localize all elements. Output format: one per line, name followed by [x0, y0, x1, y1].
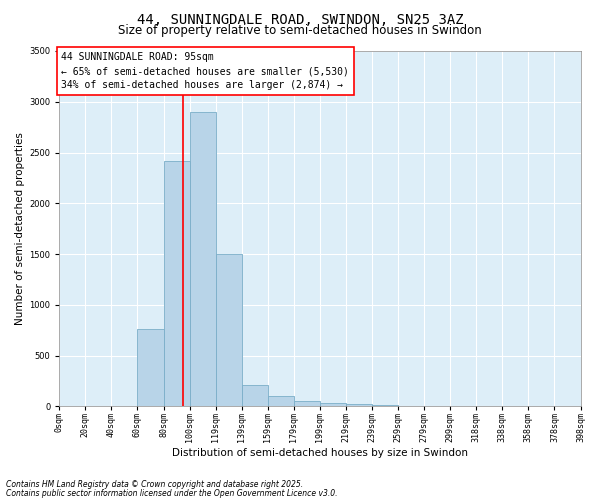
Bar	[346, 404, 372, 406]
Text: Contains HM Land Registry data © Crown copyright and database right 2025.: Contains HM Land Registry data © Crown c…	[6, 480, 303, 489]
Bar	[190, 112, 215, 406]
Bar	[215, 254, 242, 406]
Y-axis label: Number of semi-detached properties: Number of semi-detached properties	[15, 132, 25, 325]
Bar	[137, 329, 164, 406]
Text: 44 SUNNINGDALE ROAD: 95sqm
← 65% of semi-detached houses are smaller (5,530)
34%: 44 SUNNINGDALE ROAD: 95sqm ← 65% of semi…	[61, 52, 349, 90]
Text: Contains public sector information licensed under the Open Government Licence v3: Contains public sector information licen…	[6, 488, 337, 498]
Text: Size of property relative to semi-detached houses in Swindon: Size of property relative to semi-detach…	[118, 24, 482, 37]
Bar	[268, 396, 294, 406]
Bar	[242, 385, 268, 406]
Bar	[320, 404, 346, 406]
Text: 44, SUNNINGDALE ROAD, SWINDON, SN25 3AZ: 44, SUNNINGDALE ROAD, SWINDON, SN25 3AZ	[137, 12, 463, 26]
Bar	[164, 160, 190, 406]
X-axis label: Distribution of semi-detached houses by size in Swindon: Distribution of semi-detached houses by …	[172, 448, 468, 458]
Bar	[294, 402, 320, 406]
